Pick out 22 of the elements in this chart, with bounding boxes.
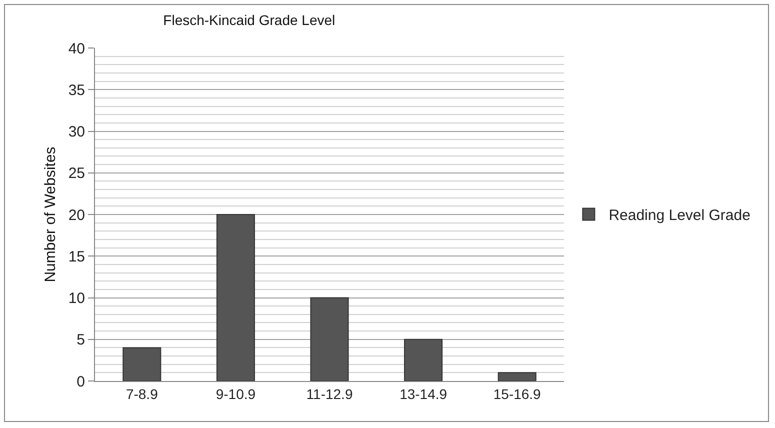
y-tick-label: 5 — [76, 332, 85, 349]
y-tick-label: 20 — [68, 206, 85, 224]
y-tick-label: 30 — [68, 124, 85, 140]
y-axis-title: Number of Websites — [42, 146, 59, 282]
y-tick-label: 15 — [68, 248, 85, 266]
y-tick-label: 40 — [68, 40, 85, 58]
x-tick-label: 15-16.9 — [493, 386, 542, 402]
bar — [498, 372, 536, 381]
bar — [122, 347, 162, 381]
y-tick-label: 35 — [68, 82, 85, 99]
x-tick-label: 11-12.9 — [306, 386, 353, 402]
legend-label: Reading Level Grade — [608, 207, 750, 224]
y-tick-label: 25 — [68, 165, 85, 182]
y-tick-label: 10 — [68, 290, 85, 307]
chart-title: Flesch-Kincaid Grade Level — [163, 12, 336, 28]
bar — [404, 338, 443, 381]
x-tick-label: 7-8.9 — [126, 386, 158, 402]
x-tick-label: 13-14.9 — [400, 386, 448, 402]
bar — [216, 214, 255, 381]
bar — [310, 297, 349, 381]
x-tick-label: 9-10.9 — [216, 386, 256, 402]
y-tick-label: 0 — [76, 373, 85, 390]
